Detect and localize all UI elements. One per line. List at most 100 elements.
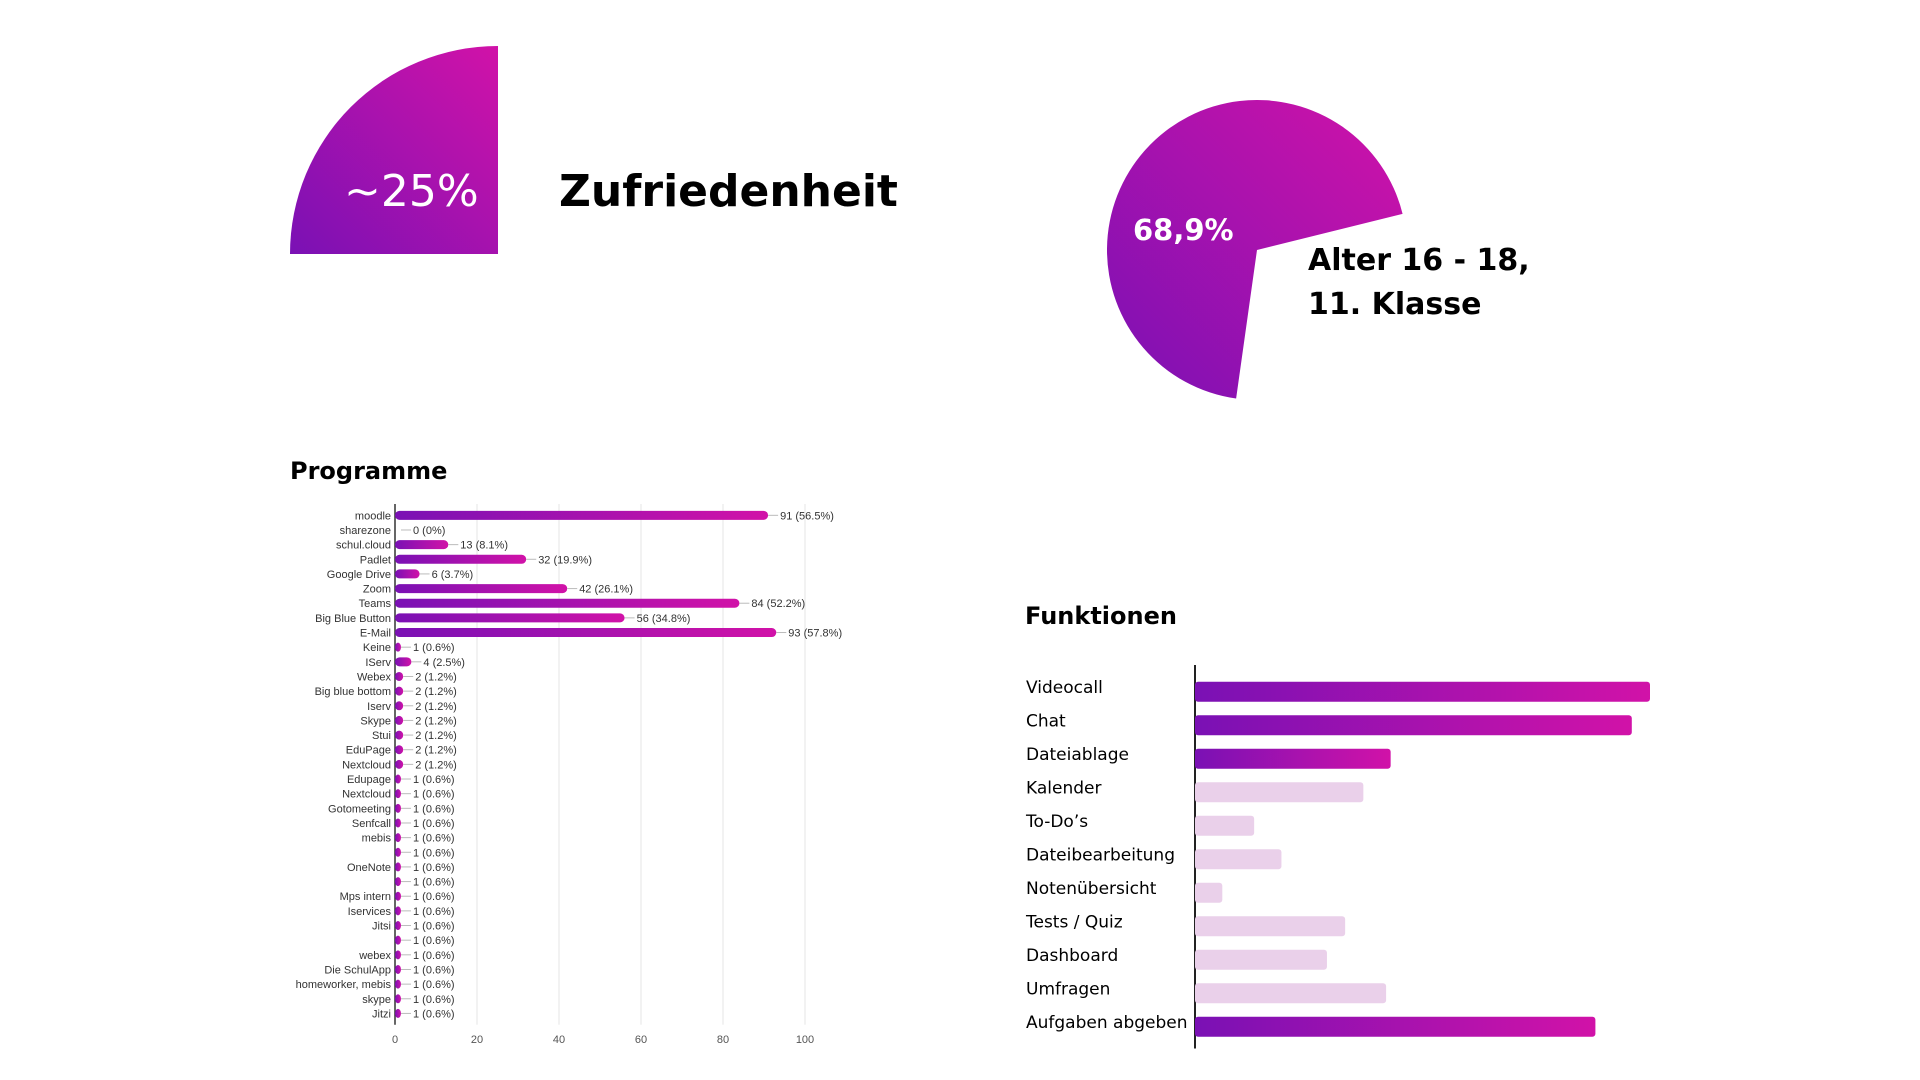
age-title-line1: Alter 16 - 18, (1308, 243, 1530, 278)
funktionen-bar (1195, 983, 1387, 1004)
funktionen-category-label: Dateibearbeitung (1026, 845, 1175, 865)
programme-value-label: 2 (1.2%) (415, 686, 457, 698)
programme-bar (395, 1008, 401, 1018)
programme-category-label: Jitsi (372, 921, 391, 933)
programme-bar (395, 994, 401, 1004)
programme-value-label: 2 (1.2%) (415, 759, 457, 771)
programme-bar (395, 847, 401, 857)
programme-category-label: Big Blue Button (315, 613, 391, 625)
programme-bar (395, 584, 568, 594)
funktionen-bar (1195, 882, 1223, 903)
satisfaction-percent: ~25% (344, 166, 479, 217)
programme-value-label: 2 (1.2%) (415, 730, 457, 742)
programme-value-label: 1 (0.6%) (413, 935, 455, 947)
funktionen-bar (1195, 748, 1391, 769)
programme-value-label: 1 (0.6%) (413, 906, 455, 918)
programme-value-label: 1 (0.6%) (413, 862, 455, 874)
programme-category-label: sharezone (340, 525, 391, 537)
programme-value-label: 32 (19.9%) (538, 554, 592, 566)
programme-bar (395, 745, 404, 755)
programme-bar (395, 510, 769, 520)
programme-value-label: 13 (8.1%) (460, 540, 508, 552)
funktionen-category-label: Chat (1026, 711, 1066, 731)
programme-value-label: 1 (0.6%) (413, 818, 455, 830)
programme-category-label: EduPage (346, 745, 391, 757)
programme-category-label: homeworker, mebis (296, 979, 392, 991)
funktionen-category-label: Videocall (1026, 678, 1103, 698)
funktionen-bar (1195, 782, 1364, 803)
programme-value-label: 6 (3.7%) (432, 569, 474, 581)
programme-category-label: Skype (360, 715, 391, 727)
programme-bar (395, 979, 401, 989)
programme-value-label: 1 (0.6%) (413, 921, 455, 933)
programme-bar (395, 554, 527, 564)
funktionen-category-label: Umfragen (1026, 979, 1110, 999)
programme-category-label: mebis (362, 833, 392, 845)
funktionen-bar (1195, 815, 1255, 836)
programme-bar (395, 671, 404, 681)
programme-category-label: skype (362, 994, 391, 1006)
programme-value-label: 1 (0.6%) (413, 950, 455, 962)
funktionen-category-label: Notenübersicht (1026, 879, 1157, 899)
programme-value-label: 1 (0.6%) (413, 847, 455, 859)
programme-bar (395, 657, 412, 667)
programme-bar (395, 686, 404, 696)
programme-bar (395, 935, 401, 945)
programme-value-label: 1 (0.6%) (413, 964, 455, 976)
funktionen-bar (1195, 949, 1327, 970)
programme-value-label: 1 (0.6%) (413, 642, 455, 654)
funktionen-bar (1195, 1016, 1596, 1037)
programme-category-label: E-Mail (360, 628, 391, 640)
programme-category-label: Jitzi (372, 1008, 391, 1020)
programme-category-label: Nextcloud (342, 759, 391, 771)
programme-value-label: 56 (34.8%) (637, 613, 691, 625)
funktionen-title: Funktionen (1025, 602, 1177, 630)
age-title-line2: 11. Klasse (1308, 287, 1482, 322)
x-tick-label: 100 (796, 1034, 814, 1046)
programme-bar (395, 613, 625, 623)
programme-category-label: Padlet (360, 554, 391, 566)
funktionen-bar (1195, 849, 1282, 870)
age-percent: 68,9% (1133, 213, 1234, 247)
x-tick-label: 60 (635, 1034, 647, 1046)
programme-bar (395, 701, 404, 711)
programme-bar (395, 628, 777, 638)
programme-value-label: 1 (0.6%) (413, 891, 455, 903)
satisfaction-slice (290, 46, 498, 254)
x-tick-label: 0 (392, 1034, 398, 1046)
funktionen-category-label: Dateiablage (1026, 745, 1129, 765)
funktionen-category-label: Aufgaben abgeben (1026, 1013, 1188, 1033)
funktionen-category-label: To-Do’s (1025, 812, 1088, 832)
programme-value-label: 1 (0.6%) (413, 979, 455, 991)
programme-category-label: OneNote (347, 862, 391, 874)
programme-value-label: 1 (0.6%) (413, 803, 455, 815)
age-pie (1107, 100, 1403, 399)
programme-value-label: 1 (0.6%) (413, 833, 455, 845)
funktionen-bar (1195, 681, 1650, 702)
programme-chart: 91 (56.5%) moodle 0 (0%) sharezone 13 (8.1%)… (296, 504, 842, 1046)
programme-category-label: webex (358, 950, 391, 962)
x-tick-label: 40 (553, 1034, 565, 1046)
programme-bar (395, 803, 401, 813)
funktionen-bar (1195, 715, 1632, 736)
programme-category-label: Keine (363, 642, 391, 654)
programme-title: Programme (290, 457, 448, 485)
programme-category-label: Iservices (348, 906, 392, 918)
programme-value-label: 84 (52.2%) (751, 598, 805, 610)
programme-value-label: 0 (0%) (413, 525, 445, 537)
programme-value-label: 2 (1.2%) (415, 701, 457, 713)
programme-bar (395, 774, 401, 784)
programme-value-label: 1 (0.6%) (413, 994, 455, 1006)
programme-value-label: 4 (2.5%) (423, 657, 465, 669)
funktionen-category-label: Kalender (1026, 778, 1101, 798)
programme-value-label: 1 (0.6%) (413, 774, 455, 786)
programme-bar (395, 964, 401, 974)
programme-value-label: 2 (1.2%) (415, 715, 457, 727)
programme-category-label: moodle (355, 510, 391, 522)
programme-bar (395, 598, 740, 608)
programme-value-label: 1 (0.6%) (413, 877, 455, 889)
programme-category-label: Stui (372, 730, 391, 742)
programme-bar (395, 877, 401, 887)
x-tick-label: 80 (717, 1034, 729, 1046)
programme-bar (395, 642, 401, 652)
